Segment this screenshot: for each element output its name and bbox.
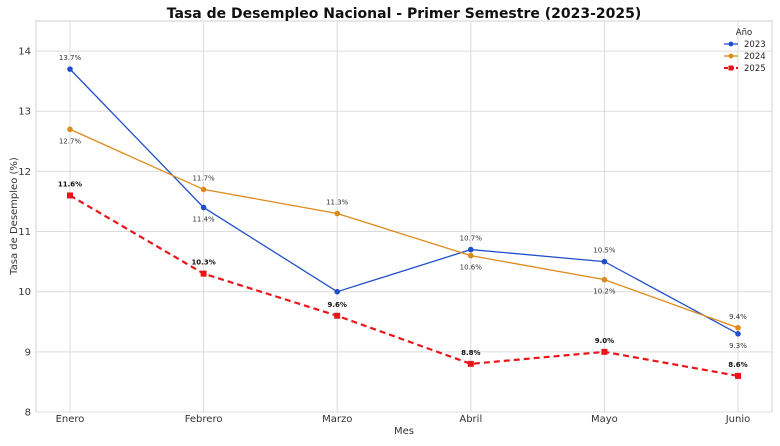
data-point-2025 xyxy=(334,312,341,319)
data-label-2024: 9.4% xyxy=(729,313,747,321)
y-tick-label: 8 xyxy=(25,408,31,419)
x-tick-label: Febrero xyxy=(185,414,223,425)
data-point-2024 xyxy=(200,186,207,193)
data-label-2025: 8.8% xyxy=(461,349,480,357)
legend: Año 2023 2024 2025 xyxy=(724,28,766,74)
data-point-2023 xyxy=(200,204,207,211)
data-point-2023 xyxy=(601,258,608,265)
series-line-2023 xyxy=(69,68,739,335)
data-point-2025 xyxy=(67,192,73,199)
data-label-2024: 10.6% xyxy=(460,264,483,272)
data-point-2025 xyxy=(601,348,608,355)
data-point-2025 xyxy=(735,372,741,379)
data-label-2023: 9.3% xyxy=(729,342,747,350)
grid-lines xyxy=(36,21,772,413)
data-label-2023: 10.5% xyxy=(593,247,616,255)
x-axis-label: Mes xyxy=(394,426,414,437)
x-tick-label: Junio xyxy=(725,414,751,425)
data-point-2024 xyxy=(334,210,341,217)
data-label-2025: 10.3% xyxy=(191,259,215,267)
data-label-2023: 11.4% xyxy=(192,215,215,223)
data-point-2023 xyxy=(735,331,741,337)
x-tick-label: Enero xyxy=(56,414,85,425)
data-label-2025: 11.6% xyxy=(58,180,82,188)
legend-title: Año xyxy=(736,28,752,38)
plot-area xyxy=(35,20,773,413)
y-tick-label: 9 xyxy=(25,347,31,358)
data-point-2024 xyxy=(601,276,608,283)
y-tick-label: 11 xyxy=(18,227,31,238)
y-tick-label: 14 xyxy=(18,47,31,58)
data-point-2024 xyxy=(468,252,474,259)
series-line-2025 xyxy=(69,194,739,377)
data-label-2025: 9.6% xyxy=(327,301,346,309)
data-point-2024 xyxy=(735,324,741,331)
legend-marker-2024 xyxy=(728,53,734,59)
data-label-2024: 11.7% xyxy=(192,174,215,182)
data-label-2025: 9.0% xyxy=(595,337,614,345)
chart-title: Tasa de Desempleo Nacional - Primer Seme… xyxy=(167,6,642,22)
data-labels: 13.7% 11.4% 10.7% 10.5% 9.3% 12.7% 11.7% 11.3% 1… xyxy=(58,54,748,369)
x-tick-label: Mayo xyxy=(591,414,618,425)
y-axis-label: Tasa de Desempleo (%) xyxy=(9,157,20,276)
data-label-2023: 13.7% xyxy=(59,54,82,62)
data-point-2023 xyxy=(334,288,341,295)
legend-marker-2025 xyxy=(728,65,734,71)
data-label-2024: 12.7% xyxy=(59,137,82,145)
data-point-2024 xyxy=(67,126,73,133)
data-label-2025: 8.6% xyxy=(728,361,747,369)
data-label-2023: 10.7% xyxy=(460,235,483,243)
data-point-2023 xyxy=(468,246,474,253)
y-tick-label: 12 xyxy=(18,167,31,178)
x-tick-label: Abril xyxy=(459,414,482,425)
series-line-2024 xyxy=(69,128,739,329)
data-point-2023 xyxy=(67,66,73,72)
data-label-2024: 11.3% xyxy=(326,198,349,206)
legend-label-2023: 2023 xyxy=(744,40,766,50)
y-tick-label: 13 xyxy=(18,107,31,118)
data-point-2025 xyxy=(200,270,207,277)
axis-ticks: 8 9 10 11 12 13 14 Enero Febrero Marzo Abril Mayo Ju… xyxy=(18,47,750,425)
legend-label-2025: 2025 xyxy=(744,64,766,74)
series-lines xyxy=(67,66,741,379)
data-point-2025 xyxy=(467,360,474,367)
legend-label-2024: 2024 xyxy=(744,52,766,62)
legend-marker-2023 xyxy=(728,41,734,47)
y-tick-label: 10 xyxy=(18,287,31,298)
data-label-2024: 10.2% xyxy=(593,288,616,296)
x-tick-label: Marzo xyxy=(322,414,352,425)
